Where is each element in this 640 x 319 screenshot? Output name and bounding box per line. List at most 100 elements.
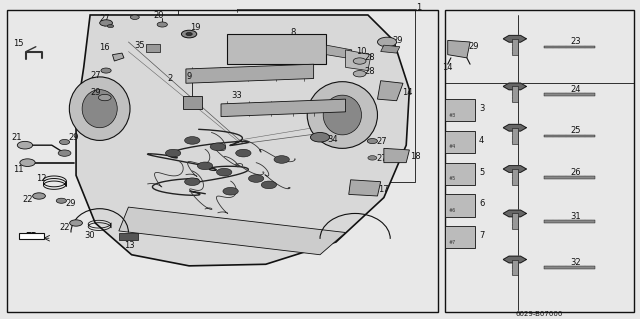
Text: 24: 24 <box>570 85 580 94</box>
Circle shape <box>353 58 366 64</box>
Text: 15: 15 <box>13 39 24 48</box>
Text: #5: #5 <box>449 176 456 181</box>
Text: 27: 27 <box>90 71 100 80</box>
Text: 35: 35 <box>134 41 145 50</box>
Text: 29: 29 <box>468 42 479 51</box>
Text: 1: 1 <box>417 3 422 12</box>
Bar <box>119 233 138 241</box>
Text: 32: 32 <box>570 258 580 267</box>
Text: 26: 26 <box>570 168 580 177</box>
Polygon shape <box>113 53 124 61</box>
Bar <box>543 220 595 223</box>
Circle shape <box>184 178 200 186</box>
Bar <box>543 176 595 179</box>
Circle shape <box>353 70 366 77</box>
Text: 11: 11 <box>13 165 24 174</box>
Text: 14: 14 <box>442 63 453 72</box>
Circle shape <box>184 137 200 144</box>
Text: #4: #4 <box>449 145 456 149</box>
Circle shape <box>368 156 377 160</box>
Polygon shape <box>378 81 403 101</box>
Polygon shape <box>326 45 352 58</box>
Text: 10: 10 <box>356 47 367 56</box>
Bar <box>543 46 595 48</box>
Text: 9: 9 <box>186 72 192 81</box>
Bar <box>511 86 518 102</box>
Text: FR: FR <box>26 232 37 241</box>
Text: 8: 8 <box>291 28 296 37</box>
Bar <box>147 44 161 51</box>
Bar <box>7 10 438 312</box>
Polygon shape <box>503 256 526 263</box>
Circle shape <box>100 20 113 26</box>
Ellipse shape <box>82 90 117 128</box>
Text: 12: 12 <box>36 174 46 183</box>
Text: 16: 16 <box>99 43 110 52</box>
Circle shape <box>99 94 111 101</box>
Circle shape <box>131 15 140 19</box>
Text: 28: 28 <box>365 53 375 62</box>
Text: 23: 23 <box>570 37 580 47</box>
Circle shape <box>181 30 196 38</box>
Polygon shape <box>503 210 526 217</box>
Circle shape <box>108 25 114 28</box>
Bar <box>543 266 595 269</box>
Text: 21: 21 <box>12 133 22 142</box>
Circle shape <box>210 143 225 151</box>
Polygon shape <box>221 99 346 117</box>
Circle shape <box>33 193 45 199</box>
Bar <box>511 39 518 55</box>
Circle shape <box>236 149 251 157</box>
Text: 25: 25 <box>570 126 580 135</box>
Polygon shape <box>119 207 346 255</box>
Bar <box>182 96 202 109</box>
Text: 29: 29 <box>90 88 100 97</box>
Text: 34: 34 <box>328 135 338 144</box>
Circle shape <box>166 149 180 157</box>
Bar <box>19 233 44 240</box>
Ellipse shape <box>69 77 130 140</box>
Text: 2: 2 <box>167 74 173 83</box>
Text: 29: 29 <box>393 36 403 45</box>
Polygon shape <box>503 166 526 172</box>
Circle shape <box>274 156 289 163</box>
Text: 4: 4 <box>479 136 484 145</box>
Circle shape <box>248 175 264 182</box>
Polygon shape <box>503 35 526 42</box>
Polygon shape <box>76 15 410 266</box>
Bar <box>511 169 518 185</box>
Bar <box>445 194 475 217</box>
Bar <box>511 128 518 144</box>
Bar <box>445 10 634 312</box>
Circle shape <box>378 37 397 47</box>
Polygon shape <box>503 83 526 90</box>
Text: 13: 13 <box>124 241 135 250</box>
Circle shape <box>197 162 212 170</box>
Text: 27: 27 <box>376 154 387 163</box>
Bar <box>511 213 518 229</box>
Text: 6: 6 <box>479 199 484 208</box>
Text: 6029-B07000: 6029-B07000 <box>515 311 563 317</box>
Bar <box>543 93 595 96</box>
Text: 3: 3 <box>479 104 484 113</box>
Polygon shape <box>346 50 371 70</box>
Text: 29: 29 <box>66 199 76 208</box>
Circle shape <box>70 220 83 226</box>
Circle shape <box>261 181 276 189</box>
Circle shape <box>20 159 35 167</box>
Circle shape <box>17 141 33 149</box>
Text: 27: 27 <box>99 14 110 23</box>
Text: 30: 30 <box>84 231 95 240</box>
Bar <box>543 135 595 137</box>
Bar <box>511 259 518 275</box>
Circle shape <box>58 150 71 156</box>
Text: 5: 5 <box>479 168 484 177</box>
Text: 28: 28 <box>365 67 375 76</box>
Text: 27: 27 <box>376 137 387 146</box>
Bar <box>445 99 475 121</box>
Text: 18: 18 <box>410 152 421 161</box>
Circle shape <box>157 22 168 27</box>
Text: 31: 31 <box>570 212 580 221</box>
Circle shape <box>60 139 70 145</box>
Polygon shape <box>186 64 314 83</box>
